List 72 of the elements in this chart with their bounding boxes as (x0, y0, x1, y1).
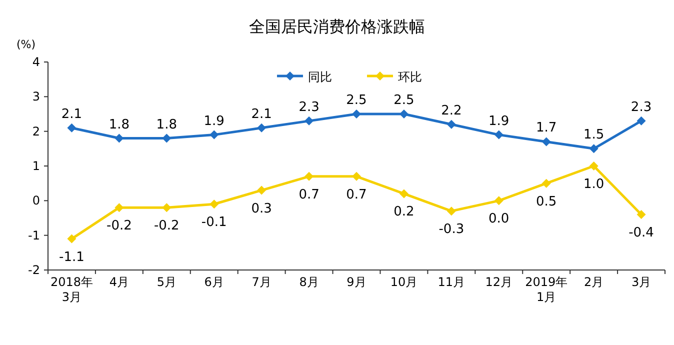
data-label: -0.2 (106, 218, 132, 234)
data-label: 2.3 (630, 100, 652, 115)
data-label: 2.5 (394, 93, 414, 108)
x-tick-label: 9月 (346, 275, 366, 289)
x-tick-label: 11月 (438, 275, 466, 289)
x-tick-label: 7月 (252, 275, 272, 289)
data-label: 1.7 (536, 120, 557, 136)
x-tick-label: 12月 (485, 275, 513, 289)
data-label: 0.5 (536, 194, 557, 210)
y-tick-label: 1 (32, 159, 40, 173)
point (304, 116, 314, 126)
data-label: -0.1 (201, 215, 227, 230)
data-label: 1.0 (583, 177, 604, 192)
point (67, 234, 76, 244)
point (446, 120, 456, 129)
data-label: -0.2 (154, 218, 180, 234)
data-label: 1.8 (108, 117, 130, 132)
point (257, 123, 266, 132)
point (589, 144, 598, 154)
data-label: 2.1 (61, 106, 82, 122)
point (636, 116, 646, 126)
point (210, 130, 219, 140)
point (494, 130, 504, 140)
legend-label: 环比 (398, 70, 422, 84)
data-label: -0.4 (628, 226, 654, 241)
y-tick-label: 4 (32, 55, 40, 69)
data-label: 0.0 (488, 212, 510, 227)
point (352, 110, 361, 118)
legend-label: 同比 (308, 70, 332, 84)
data-label: 2.1 (251, 106, 272, 122)
y-tick-label: -2 (28, 263, 40, 277)
data-label: 0.3 (251, 201, 272, 216)
point (352, 172, 361, 181)
data-label: 0.2 (394, 204, 414, 220)
data-label: -0.3 (438, 222, 464, 238)
x-tick-label: 2月 (584, 275, 604, 289)
x-tick-label: 3月 (631, 275, 652, 289)
y-tick-label: -1 (28, 228, 40, 242)
point (636, 210, 646, 220)
x-tick-label: 8月 (299, 275, 319, 289)
y-tick-label: 0 (32, 194, 40, 208)
point (257, 186, 266, 195)
data-label: 0.7 (298, 187, 320, 202)
x-tick-label: 6月 (204, 275, 224, 289)
chart-title: 全国居民消费价格涨跌幅 (249, 17, 425, 36)
x-tick-label: 2018年 3月 (50, 275, 94, 304)
x-tick-label: 5月 (156, 275, 176, 289)
point (399, 189, 408, 198)
y-tick-label: 2 (32, 124, 40, 138)
data-label: 1.8 (156, 117, 177, 132)
point (446, 206, 456, 216)
data-label: 2.3 (298, 100, 320, 115)
y-tick-label: 3 (32, 90, 40, 104)
x-tick-label: 10月 (390, 275, 418, 289)
x-tick-label: 2019年 1月 (525, 275, 568, 304)
data-label: 1.5 (583, 128, 604, 143)
point (114, 203, 124, 212)
point (162, 203, 172, 212)
point (210, 200, 219, 209)
x-tick-label: 4月 (109, 275, 130, 289)
point (542, 137, 551, 146)
data-label: 1.9 (488, 114, 510, 129)
data-label: 0.7 (346, 187, 367, 202)
point (542, 178, 551, 188)
data-label: 2.5 (346, 93, 367, 108)
point (67, 123, 76, 132)
point (494, 196, 504, 206)
data-label: 1.9 (204, 114, 224, 129)
data-label: 2.2 (441, 103, 462, 118)
point (589, 162, 598, 170)
data-label: -1.1 (59, 250, 84, 265)
y-axis-title: (%) (16, 38, 36, 51)
